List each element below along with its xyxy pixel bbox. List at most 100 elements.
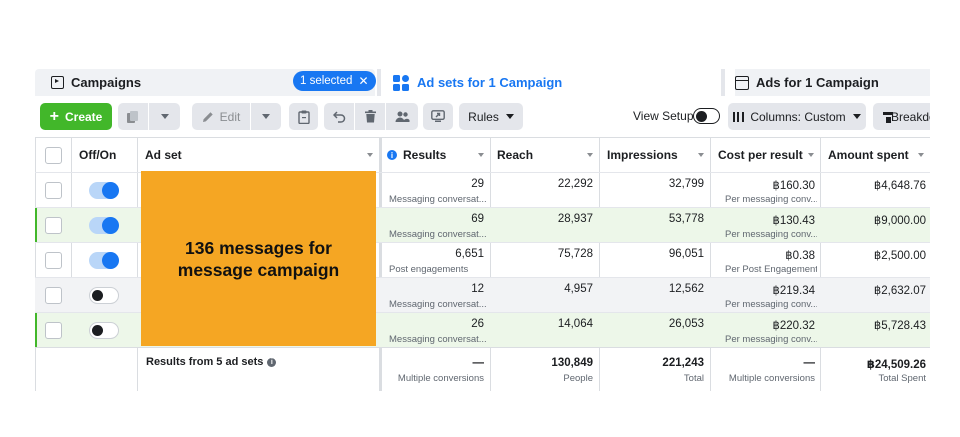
clipboard-icon <box>297 110 310 124</box>
row-checkbox[interactable] <box>45 252 62 269</box>
header-ad-set[interactable]: Ad set <box>145 138 379 172</box>
row-checkbox[interactable] <box>45 182 62 199</box>
header-results[interactable]: i Results <box>387 138 490 172</box>
sort-icon <box>808 153 814 157</box>
cell-reach: 4,957 <box>564 283 593 295</box>
summary-spent-sub: Total Spent <box>878 373 926 384</box>
cell-amount-spent: ฿5,728.43 <box>873 320 926 332</box>
header-off-on[interactable]: Off/On <box>79 138 137 172</box>
row-checkbox[interactable] <box>45 287 62 304</box>
header-spent-label: Amount spent <box>828 148 909 162</box>
chevron-down-icon <box>852 114 861 119</box>
cell-results-type: Post engagements <box>389 264 469 275</box>
header-reach[interactable]: Reach <box>497 138 599 172</box>
create-button[interactable]: + Create <box>40 103 112 130</box>
summary-impressions-sub: Total <box>683 373 704 384</box>
summary-cost: — <box>803 357 816 369</box>
cell-cost-type: Per messaging conv... <box>725 299 817 310</box>
adset-toggle[interactable] <box>89 217 119 234</box>
duplicate-dropdown-button[interactable] <box>149 103 180 130</box>
edit-label: Edit <box>219 109 241 124</box>
tab-divider <box>721 69 725 96</box>
preview-button[interactable] <box>423 103 453 130</box>
cell-cost-per-result: ฿219.34 <box>772 285 816 297</box>
level-tabs: Campaigns 1 selected ✕ Ad sets for 1 Cam… <box>35 69 930 96</box>
cell-reach: 28,937 <box>557 213 593 225</box>
header-impressions[interactable]: Impressions <box>607 138 710 172</box>
cell-amount-spent: ฿9,000.00 <box>873 215 926 227</box>
header-results-label: Results <box>403 148 447 162</box>
column-divider <box>137 138 138 391</box>
header-off-on-label: Off/On <box>79 148 117 162</box>
view-setup-toggle[interactable] <box>693 108 720 124</box>
cell-results: 69 <box>471 213 484 225</box>
row-checkbox[interactable] <box>45 322 62 339</box>
tab-ads[interactable]: Ads for 1 Campaign <box>735 69 930 96</box>
undo-button[interactable] <box>324 103 354 130</box>
adset-toggle[interactable] <box>89 182 119 199</box>
create-label: Create <box>64 109 103 124</box>
cell-results-type: Messaging conversat... <box>389 194 487 205</box>
info-icon: i <box>267 357 277 367</box>
highlight-overlay: 136 messages for message campaign <box>141 171 376 346</box>
plus-icon: + <box>49 107 59 125</box>
cell-cost-type: Per messaging conv... <box>725 194 817 205</box>
audience-button[interactable] <box>386 103 418 130</box>
column-divider <box>599 138 600 391</box>
cell-impressions: 32,799 <box>668 178 704 190</box>
summary-results-sub: Multiple conversions <box>397 373 484 384</box>
row-checkbox[interactable] <box>45 217 62 234</box>
rules-label: Rules <box>468 109 499 124</box>
clipboard-button[interactable] <box>289 103 318 130</box>
summary-results: — <box>472 357 485 369</box>
edit-button[interactable]: Edit <box>192 103 250 130</box>
frozen-column-divider <box>379 138 382 391</box>
header-cost-per-result[interactable]: Cost per result <box>718 138 820 172</box>
summary-reach-sub: People <box>563 373 593 384</box>
column-divider <box>710 138 711 391</box>
duplicate-icon <box>127 110 138 123</box>
header-impressions-label: Impressions <box>607 148 678 162</box>
sort-icon <box>918 153 924 157</box>
campaign-folder-icon <box>51 76 64 89</box>
overlay-text: 136 messages for message campaign <box>177 237 340 280</box>
sort-icon <box>698 153 704 157</box>
delete-button[interactable] <box>355 103 385 130</box>
cell-impressions: 96,051 <box>668 248 704 260</box>
cell-reach: 75,728 <box>557 248 593 260</box>
summary-label: Results from 5 ad sets i <box>146 356 277 368</box>
sort-icon <box>478 153 484 157</box>
edit-dropdown-button[interactable] <box>251 103 281 130</box>
info-icon: i <box>387 150 397 160</box>
adset-toggle[interactable] <box>89 287 119 304</box>
columns-dropdown[interactable]: Columns: Custom <box>728 103 866 130</box>
cell-results: 26 <box>471 318 484 330</box>
tab-adsets[interactable]: Ad sets for 1 Campaign <box>393 69 743 96</box>
adset-toggle[interactable] <box>89 322 119 339</box>
select-all-checkbox[interactable] <box>45 147 62 164</box>
breakdown-dropdown[interactable]: Breakdown <box>873 103 930 130</box>
columns-label: Columns: Custom <box>750 109 846 124</box>
clear-selection-icon[interactable]: ✕ <box>358 74 369 88</box>
cell-amount-spent: ฿2,500.00 <box>873 250 926 262</box>
view-setup-label: View Setup <box>633 109 694 123</box>
table-row[interactable]: 6,651 Post engagements 75,728 96,051 ฿0.38 Pe… <box>35 242 930 277</box>
cell-impressions: 53,778 <box>668 213 704 225</box>
tab-campaigns[interactable]: Campaigns 1 selected ✕ <box>35 69 376 96</box>
tab-campaigns-label: Campaigns <box>71 75 142 90</box>
rules-dropdown[interactable]: Rules <box>459 103 523 130</box>
header-ad-set-label: Ad set <box>145 148 182 162</box>
duplicate-button[interactable] <box>118 103 148 130</box>
cell-cost-type: Per messaging conv... <box>725 334 817 345</box>
cell-results: 29 <box>471 178 484 190</box>
cell-impressions: 26,053 <box>668 318 704 330</box>
ads-window-icon <box>735 75 749 90</box>
header-amount-spent[interactable]: Amount spent <box>828 138 930 172</box>
adset-toggle[interactable] <box>89 252 119 269</box>
cell-amount-spent: ฿2,632.07 <box>873 285 926 297</box>
cell-cost-per-result: ฿160.30 <box>772 180 816 192</box>
selected-count-pill[interactable]: 1 selected ✕ <box>293 71 376 91</box>
adsets-table: Off/On Ad set i Results Reach Impressions… <box>35 137 930 391</box>
cell-cost-per-result: ฿0.38 <box>785 250 815 262</box>
table-row[interactable]: 29 Messaging conversat... 22,292 32,799 ฿160… <box>35 172 930 207</box>
